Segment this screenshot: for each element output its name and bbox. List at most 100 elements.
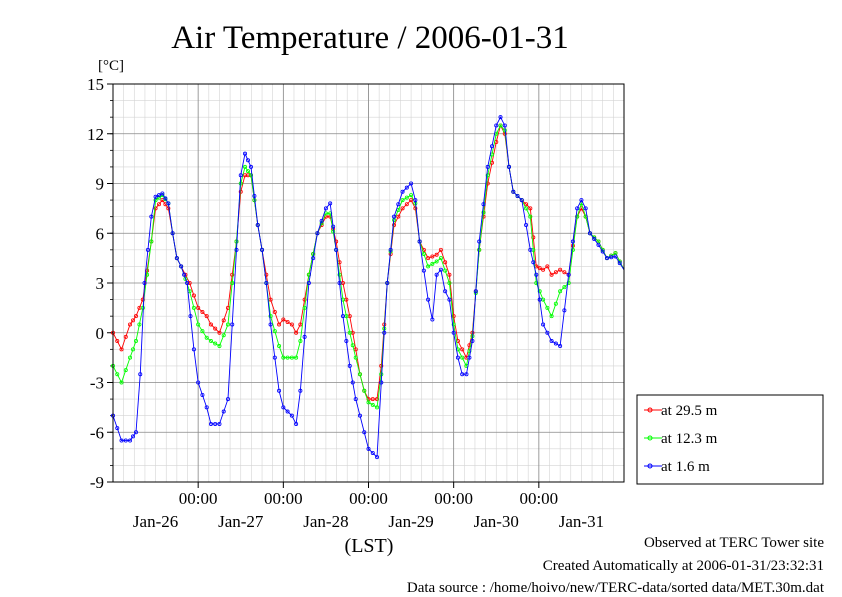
data-point xyxy=(131,434,136,439)
data-point xyxy=(404,202,409,207)
y-tick-label: 9 xyxy=(96,175,105,194)
grid-lines xyxy=(113,83,624,483)
data-point xyxy=(225,397,230,402)
data-point xyxy=(160,191,165,196)
data-point xyxy=(385,280,390,285)
data-point xyxy=(489,144,494,149)
data-point xyxy=(409,181,414,186)
data-point xyxy=(562,308,567,313)
data-point xyxy=(545,264,550,269)
data-point xyxy=(213,341,218,346)
data-point xyxy=(200,310,205,315)
x-time-label: 00:00 xyxy=(434,489,473,508)
data-point xyxy=(434,272,439,277)
data-point xyxy=(511,189,516,194)
data-point xyxy=(451,330,456,335)
data-point xyxy=(196,322,201,327)
data-point xyxy=(225,322,230,327)
data-point xyxy=(604,256,609,261)
data-point xyxy=(115,339,120,344)
y-tick-label: 3 xyxy=(96,274,105,293)
data-point xyxy=(404,195,409,200)
data-point xyxy=(285,409,290,414)
data-point xyxy=(502,123,507,128)
data-point xyxy=(404,185,409,190)
data-point xyxy=(302,297,307,302)
data-point xyxy=(128,438,133,443)
data-point xyxy=(566,272,571,277)
data-point xyxy=(613,254,618,259)
data-point xyxy=(272,310,277,315)
x-time-label: 00:00 xyxy=(349,489,388,508)
legend-swatch-marker xyxy=(647,463,653,469)
data-point xyxy=(149,239,154,244)
data-point xyxy=(382,330,387,335)
y-axis-unit-label: [°C] xyxy=(98,58,124,74)
data-point xyxy=(553,301,558,306)
legend-swatch-marker xyxy=(647,407,653,413)
data-point xyxy=(306,280,311,285)
y-tick-label: 12 xyxy=(87,125,104,144)
data-point xyxy=(400,198,405,203)
data-point xyxy=(298,388,303,393)
data-point xyxy=(370,397,375,402)
data-point xyxy=(357,372,362,377)
data-point xyxy=(285,355,290,360)
data-point xyxy=(221,333,226,338)
legend-label: at 12.3 m xyxy=(661,431,718,447)
x-time-label: 00:00 xyxy=(179,489,218,508)
data-point xyxy=(545,305,550,310)
data-point xyxy=(545,330,550,335)
data-point xyxy=(142,280,147,285)
data-point xyxy=(272,355,277,360)
data-point xyxy=(185,280,190,285)
series-line xyxy=(112,124,625,400)
data-point xyxy=(289,355,294,360)
data-point xyxy=(524,222,529,227)
data-point xyxy=(477,247,482,252)
data-point xyxy=(498,115,503,120)
data-point xyxy=(430,254,435,259)
data-point xyxy=(149,214,154,219)
data-point xyxy=(234,247,239,252)
data-point xyxy=(528,206,533,211)
data-point xyxy=(337,272,342,277)
data-point xyxy=(245,169,250,174)
series-layer xyxy=(111,115,625,460)
data-point xyxy=(191,305,196,310)
data-point xyxy=(400,206,405,211)
data-point xyxy=(217,421,222,426)
data-point xyxy=(443,260,448,265)
data-point xyxy=(133,314,138,319)
data-point xyxy=(438,267,443,272)
data-point xyxy=(182,272,187,277)
legend: at 29.5 m at 12.3 m at 1.6 m xyxy=(636,394,824,485)
data-point xyxy=(531,235,536,240)
x-axis-label: (LST) xyxy=(345,535,394,557)
data-point xyxy=(494,123,499,128)
data-point xyxy=(460,347,465,352)
data-point xyxy=(507,164,512,169)
chart-title: Air Temperature / 2006-01-31 xyxy=(171,20,569,56)
data-point xyxy=(128,355,133,360)
data-point xyxy=(137,322,142,327)
data-point xyxy=(153,194,158,199)
data-point xyxy=(238,189,243,194)
data-point xyxy=(217,330,222,335)
data-point xyxy=(294,421,299,426)
data-point xyxy=(524,206,529,211)
data-point xyxy=(344,339,349,344)
data-point xyxy=(592,237,597,242)
data-point xyxy=(174,256,179,261)
data-point xyxy=(549,272,554,277)
data-point xyxy=(426,297,431,302)
data-point xyxy=(400,189,405,194)
data-point xyxy=(277,344,282,349)
legend-label: at 1.6 m xyxy=(661,459,710,475)
data-point xyxy=(587,231,592,236)
data-point xyxy=(264,272,269,277)
data-point xyxy=(221,318,226,323)
data-point xyxy=(315,231,320,236)
data-point xyxy=(467,355,472,360)
data-point xyxy=(204,405,209,410)
